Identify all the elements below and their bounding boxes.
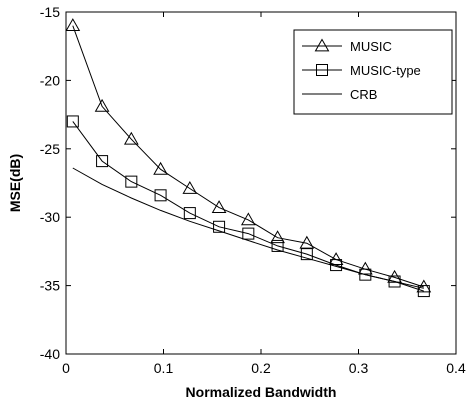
- series-line: [72, 167, 424, 289]
- data-point: [154, 189, 167, 202]
- x-tick-label: 0: [62, 360, 70, 376]
- x-tick-label: 0.1: [154, 360, 174, 376]
- legend-marker: [316, 64, 328, 76]
- series-crb: [72, 167, 424, 289]
- data-point: [213, 220, 226, 233]
- x-axis-label: Normalized Bandwidth: [186, 384, 337, 400]
- y-tick-label: -15: [40, 4, 60, 20]
- legend-box: [293, 29, 453, 115]
- data-point: [182, 180, 198, 194]
- data-point: [183, 207, 196, 220]
- data-point: [94, 98, 110, 112]
- series-music-type: [66, 115, 430, 298]
- data-point: [270, 230, 285, 244]
- legend-entry: CRB: [302, 87, 377, 102]
- y-tick-label: -40: [40, 346, 60, 362]
- data-point: [66, 115, 79, 128]
- data-point: [357, 261, 373, 275]
- y-axis-label: MSE(dB): [7, 154, 23, 212]
- x-tick-label: 0.3: [349, 360, 369, 376]
- y-tick-label: -25: [40, 141, 60, 157]
- legend-label: CRB: [350, 87, 377, 102]
- legend-label: MUSIC-type: [350, 63, 421, 78]
- data-point: [153, 161, 168, 175]
- data-point: [417, 285, 430, 298]
- data-point: [65, 18, 81, 32]
- data-point: [211, 200, 227, 213]
- legend-entry: MUSIC-type: [302, 63, 421, 78]
- y-tick-label: -35: [40, 278, 60, 294]
- legend-marker: [314, 38, 330, 52]
- series-line: [72, 121, 424, 292]
- data-point: [271, 239, 284, 252]
- data-point: [300, 248, 313, 261]
- data-point: [242, 227, 255, 240]
- y-tick-label: -20: [40, 72, 60, 88]
- data-point: [416, 279, 432, 293]
- data-point: [387, 269, 402, 283]
- data-point: [240, 212, 256, 226]
- data-point: [359, 268, 372, 281]
- x-tick-label: 0.4: [446, 360, 466, 376]
- legend-label: MUSIC: [350, 39, 392, 54]
- data-point: [328, 252, 344, 265]
- data-point: [96, 155, 109, 168]
- y-tick-label: -30: [40, 209, 60, 225]
- data-point: [125, 175, 138, 188]
- legend-entry: MUSIC: [302, 38, 392, 54]
- x-tick-label: 0.2: [251, 360, 271, 376]
- data-point: [123, 131, 139, 145]
- data-point: [388, 275, 401, 288]
- data-point: [299, 235, 315, 249]
